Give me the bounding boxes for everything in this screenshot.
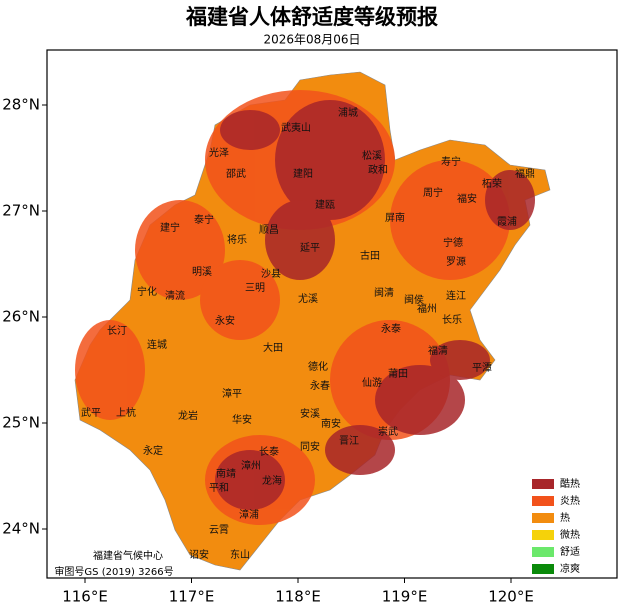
place-label: 崇武 — [378, 425, 398, 438]
lat-tick-label: 28°N — [2, 96, 40, 114]
place-label: 明溪 — [192, 266, 212, 278]
place-label: 福清 — [428, 344, 448, 357]
place-label: 德化 — [308, 360, 328, 373]
place-label: 光泽 — [209, 146, 229, 159]
place-label: 寿宁 — [441, 155, 461, 168]
place-label: 罗源 — [446, 255, 466, 268]
place-label: 周宁 — [423, 186, 443, 199]
place-label: 漳浦 — [239, 508, 259, 521]
footer-approval: 审图号GS (2019) 3266号 — [54, 565, 173, 578]
place-label: 长泰 — [259, 445, 279, 458]
title: 福建省人体舒适度等级预报 — [185, 5, 438, 29]
footer-agency: 福建省气候中心 — [93, 549, 163, 562]
very-hot-areas — [215, 100, 535, 510]
legend-swatch — [532, 564, 554, 574]
legend-label: 热 — [560, 511, 570, 524]
legend-label: 酷热 — [560, 477, 580, 490]
place-label: 上杭 — [116, 406, 136, 419]
footer: 福建省气候中心 审图号GS (2019) 3266号 — [54, 549, 173, 578]
place-label: 泰宁 — [194, 213, 214, 226]
place-label: 尤溪 — [298, 292, 318, 305]
place-label: 平和 — [209, 482, 229, 494]
legend-label: 凉爽 — [560, 562, 580, 575]
place-label: 南靖 — [216, 467, 236, 480]
place-label: 龙岩 — [178, 409, 198, 422]
place-label: 福州 — [417, 302, 437, 315]
place-label: 大田 — [263, 341, 283, 354]
place-label: 霞浦 — [497, 215, 517, 228]
place-label: 福鼎 — [515, 167, 535, 180]
lat-tick-label: 27°N — [2, 202, 40, 220]
place-label: 晋江 — [339, 435, 359, 447]
place-label: 长汀 — [107, 325, 127, 337]
place-label: 清流 — [165, 289, 185, 302]
legend-swatch — [532, 496, 554, 506]
place-label: 将乐 — [227, 234, 247, 246]
place-label: 延平 — [300, 242, 320, 254]
legend-swatch — [532, 479, 554, 489]
place-label: 古田 — [360, 249, 380, 262]
legend-swatch — [532, 530, 554, 540]
place-label: 浦城 — [338, 106, 358, 119]
place-label: 长乐 — [442, 314, 462, 326]
place-label: 永泰 — [381, 322, 401, 335]
province — [74, 71, 551, 571]
place-label: 屏南 — [385, 211, 405, 224]
place-label: 永春 — [310, 379, 330, 392]
place-label: 建宁 — [160, 221, 180, 234]
legend-swatch — [532, 513, 554, 523]
place-label: 顺昌 — [259, 224, 279, 236]
place-label: 永定 — [143, 444, 163, 457]
place-label: 福安 — [457, 192, 477, 205]
place-label: 柘荣 — [482, 177, 502, 190]
legend-swatch — [532, 547, 554, 557]
place-label: 仙游 — [362, 376, 382, 389]
legend-label: 炎热 — [560, 494, 580, 507]
lat-tick-label: 26°N — [2, 308, 40, 326]
place-label: 诏安 — [189, 548, 209, 561]
legend-label: 微热 — [560, 528, 580, 541]
place-label: 漳平 — [222, 387, 242, 400]
place-label: 宁德 — [443, 236, 463, 249]
place-label: 东山 — [230, 548, 250, 561]
place-label: 漳州 — [241, 459, 261, 472]
place-label: 云霄 — [209, 524, 229, 536]
place-label: 安溪 — [300, 407, 320, 420]
lon-tick-label: 119°E — [382, 588, 428, 606]
place-label: 政和 — [368, 163, 388, 176]
place-label: 建阳 — [293, 167, 313, 180]
place-label: 三明 — [245, 282, 265, 294]
place-label: 沙县 — [261, 268, 281, 280]
place-label: 连城 — [147, 338, 167, 351]
lon-tick-label: 120°E — [488, 588, 534, 606]
lat-tick-label: 25°N — [2, 414, 40, 432]
place-label: 宁化 — [137, 285, 157, 298]
place-label: 南安 — [321, 417, 341, 430]
place-label: 松溪 — [362, 149, 382, 162]
lon-tick-label: 118°E — [275, 588, 321, 606]
place-label: 建瓯 — [315, 198, 335, 211]
place-label: 武夷山 — [281, 121, 311, 134]
place-label: 闽侯 — [404, 293, 424, 306]
legend-label: 舒适 — [560, 545, 580, 558]
place-label: 莆田 — [388, 367, 408, 380]
place-label: 龙海 — [262, 474, 282, 487]
lat-tick-label: 24°N — [2, 520, 40, 538]
place-label: 永安 — [215, 314, 235, 327]
place-label: 邵武 — [226, 167, 246, 180]
place-label: 同安 — [300, 440, 320, 453]
lon-tick-label: 116°E — [62, 588, 108, 606]
date: 2026年08月06日 — [263, 33, 360, 47]
place-label: 平潭 — [472, 362, 492, 374]
place-label: 武平 — [81, 406, 101, 419]
lon-tick-label: 117°E — [169, 588, 215, 606]
place-label: 华安 — [232, 413, 252, 426]
place-label: 连江 — [446, 289, 466, 302]
place-label: 闽清 — [374, 286, 394, 299]
